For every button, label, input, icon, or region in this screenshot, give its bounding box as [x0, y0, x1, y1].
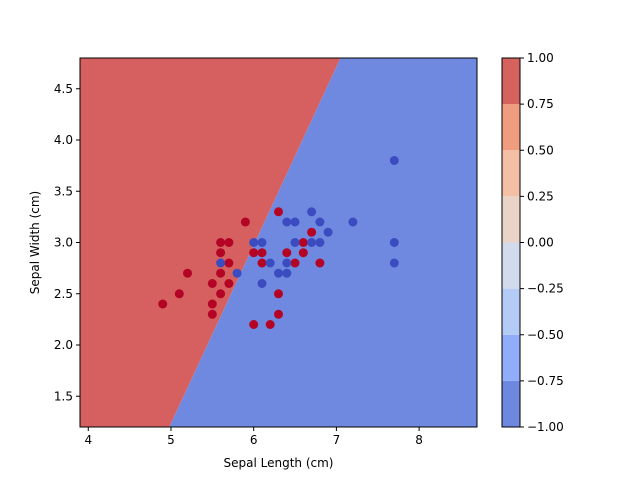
- data-point-series-1: [207, 279, 217, 288]
- colorbar-tick-label: −0.75: [527, 374, 564, 388]
- colorbar-tick-label: 0.50: [527, 143, 554, 157]
- x-tick-label: 4: [84, 433, 92, 447]
- data-point-series-1: [274, 207, 283, 217]
- data-point-series-1: [307, 227, 317, 237]
- data-point-series-2: [307, 207, 317, 217]
- data-point-series-2: [257, 238, 267, 247]
- y-tick-label: 4.0: [54, 133, 73, 147]
- data-point-series-2: [265, 258, 275, 268]
- colorbar-tick-label: −1.00: [527, 420, 564, 434]
- x-tick-label: 5: [167, 433, 175, 447]
- data-point-series-1: [207, 299, 217, 309]
- x-tick-label: 6: [250, 433, 258, 447]
- data-point-series-1: [249, 320, 259, 329]
- colorbar-tick-label: −0.25: [527, 282, 564, 296]
- data-point-series-1: [158, 299, 168, 309]
- colorbar-tick-label: 0.00: [527, 236, 554, 250]
- colorbar: −1.00 −0.75 −0.50 −0.25 0.00 0.25 0.50 0.75 1.00: [501, 51, 564, 434]
- data-point-series-1: [315, 258, 325, 268]
- data-point-series-2: [348, 217, 358, 227]
- y-tick-label: 3.5: [54, 184, 73, 198]
- colorbar-band: [502, 104, 520, 151]
- y-tick-label: 2.5: [54, 287, 73, 301]
- data-point-series-1: [257, 248, 267, 258]
- x-tick-label: 7: [333, 433, 341, 447]
- data-point-series-1: [257, 258, 267, 268]
- colorbar-tick-label: 1.00: [527, 51, 554, 65]
- data-point-series-2: [216, 258, 226, 268]
- data-point-series-2: [389, 156, 399, 165]
- data-point-series-2: [282, 258, 292, 268]
- data-point-series-1: [216, 268, 226, 278]
- data-point-series-1: [216, 238, 226, 247]
- data-point-series-2: [257, 279, 267, 288]
- data-point-series-1: [224, 238, 234, 247]
- data-point-series-1: [183, 268, 192, 278]
- data-point-series-1: [274, 309, 283, 319]
- data-point-series-2: [389, 238, 399, 247]
- scatter-points: [158, 156, 399, 329]
- data-point-series-2: [232, 268, 242, 278]
- colorbar-tick-label: 0.75: [527, 97, 554, 111]
- y-tick-label: 1.5: [54, 389, 73, 403]
- y-tick-label: 2.0: [54, 338, 73, 352]
- data-point-series-2: [282, 268, 292, 278]
- decision-region-positive: [80, 58, 341, 427]
- data-point-series-1: [265, 320, 275, 329]
- data-point-series-2: [389, 258, 399, 268]
- colorbar-band: [502, 196, 520, 243]
- x-tick-label: 8: [415, 433, 423, 447]
- colorbar-ticks: −1.00 −0.75 −0.50 −0.25 0.00 0.25 0.50 0.75 1.00: [520, 51, 564, 434]
- y-tick-label: 4.5: [54, 82, 73, 96]
- plot-area: [79, 57, 478, 428]
- colorbar-tick-label: −0.50: [527, 328, 564, 342]
- data-point-series-2: [249, 238, 259, 247]
- y-axis-label: Sepal Width (cm): [28, 191, 42, 294]
- data-point-series-1: [216, 289, 226, 299]
- y-tick-label: 3.0: [54, 236, 73, 250]
- data-point-series-2: [274, 268, 283, 278]
- x-axis: 4 5 6 7 8: [84, 427, 423, 447]
- colorbar-band: [502, 288, 520, 335]
- data-point-series-1: [207, 309, 217, 319]
- data-point-series-2: [307, 238, 317, 247]
- colorbar-band: [502, 242, 520, 289]
- x-axis-label: Sepal Length (cm): [224, 456, 334, 470]
- y-axis: 1.5 2.0 2.5 3.0 3.5 4.0 4.5: [54, 82, 80, 403]
- data-point-series-2: [315, 217, 325, 227]
- colorbar-band: [502, 58, 520, 105]
- data-point-series-1: [224, 279, 234, 288]
- colorbar-band: [502, 334, 520, 381]
- data-point-series-1: [240, 217, 250, 227]
- colorbar-bands: [502, 58, 520, 427]
- data-point-series-1: [174, 289, 184, 299]
- colorbar-band: [502, 150, 520, 197]
- data-point-series-1: [216, 248, 226, 258]
- data-point-series-1: [274, 289, 283, 299]
- data-point-series-2: [315, 238, 325, 247]
- data-point-series-2: [282, 217, 292, 227]
- colorbar-tick-label: 0.25: [527, 189, 554, 203]
- data-point-series-1: [282, 248, 292, 258]
- data-point-series-2: [290, 217, 300, 227]
- colorbar-band: [502, 380, 520, 427]
- data-point-series-2: [323, 227, 333, 237]
- data-point-series-1: [249, 248, 259, 258]
- data-point-series-1: [224, 258, 234, 268]
- data-point-series-1: [298, 248, 308, 258]
- data-point-series-1: [298, 238, 308, 247]
- data-point-series-1: [290, 258, 300, 268]
- data-point-series-2: [290, 238, 300, 247]
